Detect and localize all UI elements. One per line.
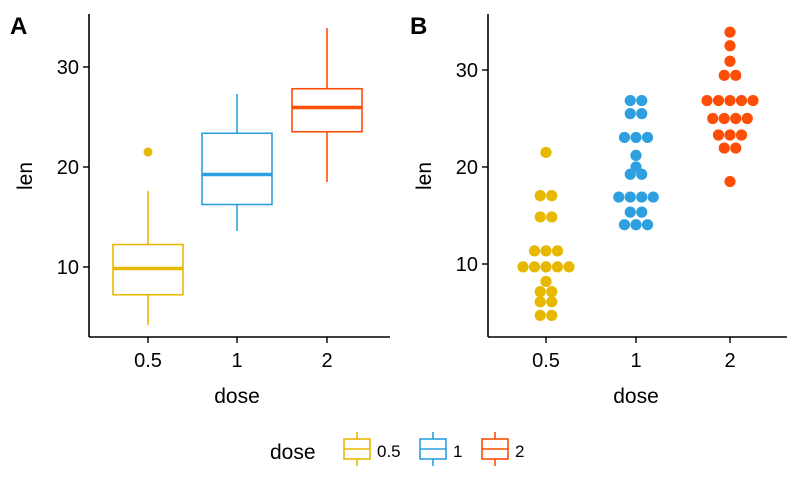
data-point bbox=[613, 191, 625, 203]
x-tick-label: 1 bbox=[231, 350, 242, 372]
y-tick-label: 30 bbox=[57, 57, 79, 79]
data-point bbox=[540, 261, 552, 273]
data-point bbox=[741, 112, 753, 125]
data-point bbox=[718, 142, 730, 154]
data-point bbox=[636, 94, 648, 107]
y-tick-label: 10 bbox=[456, 254, 478, 276]
data-point bbox=[551, 245, 564, 257]
y-tick-label: 30 bbox=[456, 60, 478, 82]
data-point bbox=[624, 191, 636, 203]
data-point bbox=[701, 94, 713, 107]
data-point bbox=[551, 261, 564, 273]
data-point bbox=[724, 94, 736, 107]
data-point bbox=[534, 309, 546, 322]
data-point bbox=[563, 261, 575, 273]
data-point bbox=[636, 191, 648, 203]
data-point bbox=[724, 175, 736, 188]
x-tick-label: 1 bbox=[630, 350, 641, 372]
data-point bbox=[647, 191, 659, 203]
box bbox=[291, 87, 363, 133]
data-point bbox=[712, 129, 725, 141]
data-point bbox=[618, 219, 631, 231]
data-point bbox=[747, 94, 759, 107]
panel-a-boxplot: 10 20 30 0.5 1 2 bbox=[57, 14, 390, 372]
data-point bbox=[730, 142, 742, 154]
data-point bbox=[724, 40, 736, 52]
data-point bbox=[718, 112, 730, 125]
data-point bbox=[630, 161, 642, 173]
y-tick-label: 10 bbox=[57, 257, 79, 279]
data-point bbox=[534, 190, 546, 202]
data-point bbox=[724, 55, 736, 67]
data-point bbox=[724, 26, 736, 38]
data-point bbox=[636, 108, 648, 120]
data-point bbox=[707, 112, 719, 125]
data-point bbox=[517, 261, 529, 273]
panel-a-ylabel: len bbox=[14, 162, 37, 190]
data-point bbox=[735, 94, 748, 107]
panel-label-a: A bbox=[10, 13, 27, 40]
data-point bbox=[546, 190, 558, 202]
data-point bbox=[528, 245, 541, 257]
data-point bbox=[540, 146, 552, 159]
data-point bbox=[546, 286, 558, 298]
legend-label: 0.5 bbox=[377, 442, 401, 461]
data-point bbox=[624, 108, 636, 120]
data-point bbox=[641, 131, 654, 144]
panel-b-ylabel: len bbox=[413, 162, 436, 190]
panel-a-xlabel: dose bbox=[214, 385, 260, 408]
data-point bbox=[546, 211, 558, 223]
data-point bbox=[724, 129, 736, 141]
data-point bbox=[546, 296, 558, 308]
outlier-point bbox=[143, 147, 153, 157]
data-point bbox=[540, 245, 552, 257]
data-point bbox=[540, 275, 552, 288]
data-point bbox=[546, 309, 558, 322]
data-point bbox=[630, 149, 642, 161]
data-point bbox=[534, 296, 546, 308]
y-tick-label: 20 bbox=[456, 157, 478, 179]
data-point bbox=[528, 261, 541, 273]
box bbox=[201, 132, 273, 206]
x-tick-label: 0.5 bbox=[532, 350, 560, 372]
y-tick-label: 20 bbox=[57, 157, 79, 179]
data-point bbox=[735, 129, 748, 141]
data-point bbox=[730, 112, 742, 125]
data-point bbox=[618, 131, 631, 144]
data-point bbox=[534, 286, 546, 298]
x-tick-label: 0.5 bbox=[134, 350, 162, 372]
data-point bbox=[730, 69, 742, 81]
legend-label: 2 bbox=[515, 442, 524, 461]
data-point bbox=[630, 131, 642, 144]
data-point bbox=[624, 94, 636, 107]
legend: dose 0.5 1 2 bbox=[270, 432, 524, 466]
data-point bbox=[718, 69, 730, 81]
data-point bbox=[636, 206, 648, 218]
legend-title: dose bbox=[270, 441, 316, 464]
data-point bbox=[641, 219, 654, 231]
data-point bbox=[630, 219, 642, 231]
data-point bbox=[534, 211, 546, 223]
data-point bbox=[624, 206, 636, 218]
data-point bbox=[712, 94, 725, 107]
legend-label: 1 bbox=[453, 442, 462, 461]
panel-b-dotplot: 10 20 30 0.5 1 2 bbox=[456, 14, 787, 372]
x-tick-label: 2 bbox=[321, 350, 332, 372]
x-tick-label: 2 bbox=[724, 350, 735, 372]
panel-b-xlabel: dose bbox=[613, 385, 659, 408]
panel-label-b: B bbox=[410, 13, 427, 40]
